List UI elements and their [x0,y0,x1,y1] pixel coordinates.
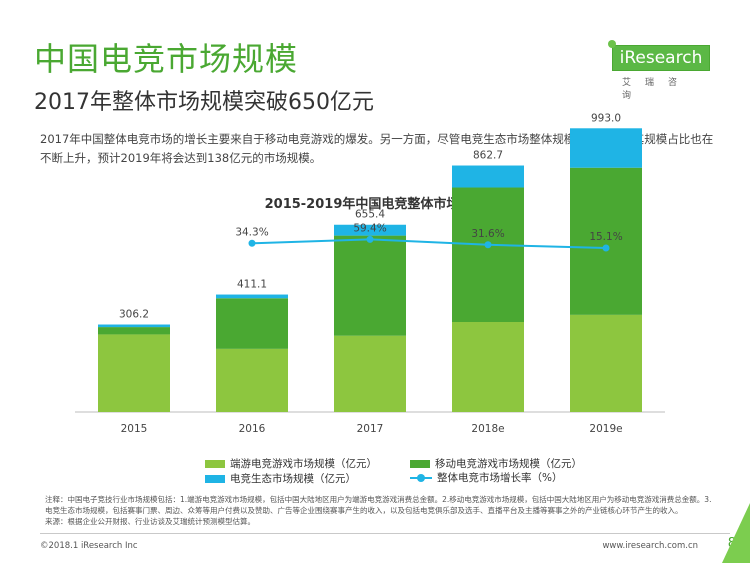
bar-segment-2015-s1 [98,327,170,335]
bar-segment-2019e-s1 [570,167,642,315]
chart-title: 2015-2019年中国电竞整体市场规模 [264,197,486,212]
legend-item-pc: 端游电竞游戏市场规模（亿元） [205,456,377,471]
bar-total-label-2019e: 993.0 [591,112,621,124]
footer-website[interactable]: www.iresearch.com.cn [602,541,698,551]
x-tick-label-2016: 2016 [239,423,266,435]
growth-point-2019e [602,244,610,252]
bar-segment-2017-s0 [334,335,406,412]
bar-segment-2015-s2 [98,324,170,328]
legend-item-eco: 电竞生态市场规模（亿元） [205,471,356,486]
bar-segment-2019e-s0 [570,314,642,412]
page-title: 中国电竞市场规模 [34,40,299,78]
logo-dot-icon [608,40,616,48]
growth-label-2016: 34.3% [235,226,268,238]
bar-total-label-2016: 411.1 [237,279,267,291]
bar-segment-2017-s2 [334,224,406,236]
logo-name: iResearch [619,48,703,68]
source-text: 来源：根据企业公开财报、行业访谈及艾瑞统计预测模型估算。 [45,517,255,526]
legend-label-mobile: 移动电竞游戏市场规模（亿元） [435,458,582,470]
bar-total-label-2015: 306.2 [119,309,149,321]
legend-label-pc: 端游电竞游戏市场规模（亿元） [230,458,377,470]
legend-label-growth: 整体电竞市场增长率（%） [437,472,563,484]
growth-label-2017: 59.4% [353,222,386,234]
legend-swatch-growth [410,473,432,483]
note-text: 注释：中国电子竞技行业市场规模包括：1.端游电竞游戏市场规模，包括中国大陆地区用… [45,495,712,515]
logo-badge: iResearch [608,40,710,71]
x-tick-label-2018e: 2018e [471,423,504,435]
x-tick-label-2017: 2017 [357,423,384,435]
legend-swatch-pc [205,459,225,468]
footer-copyright: ©2018.1 iResearch Inc [40,541,138,551]
legend-item-growth: 整体电竞市场增长率（%） [410,470,562,485]
bar-segment-2017-s1 [334,235,406,336]
growth-point-2016 [248,239,256,247]
logo-subtitle: 艾瑞咨询 [622,78,692,101]
bar-total-label-2017: 655.4 [355,209,385,221]
legend-swatch-eco [205,474,225,483]
page-description: 2017年中国整体电竞市场的增长主要来自于移动电竞游戏的爆发。另一方面，尽管电竞… [40,132,714,165]
bar-segment-2016-s1 [216,298,288,349]
bar-segment-2016-s0 [216,348,288,412]
growth-line [251,238,607,249]
bar-segment-2015-s0 [98,334,170,412]
bar-segment-2018e-s0 [452,322,524,412]
page-subtitle: 2017年整体市场规模突破650亿元 [34,90,374,115]
bar-segment-2018e-s2 [452,165,524,188]
x-tick-label-2015: 2015 [121,423,148,435]
growth-label-2018e: 31.6% [471,228,504,240]
legend-item-mobile: 移动电竞游戏市场规模（亿元） [410,456,582,471]
growth-point-2017 [366,235,374,243]
bar-segment-2019e-s2 [570,128,642,168]
growth-label-2019e: 15.1% [589,231,622,243]
iresearch-logo: iResearch 艾瑞咨询 [608,40,712,101]
bar-segment-2016-s2 [216,294,288,299]
legend-swatch-mobile [410,459,430,468]
bar-segment-2018e-s1 [452,187,524,322]
chart-notes: 注释：中国电子竞技行业市场规模包括：1.端游电竞游戏市场规模，包括中国大陆地区用… [45,494,715,527]
bar-total-label-2018e: 862.7 [473,150,503,162]
growth-point-2018e [484,241,492,249]
footer-divider [40,533,730,534]
legend-label-eco: 电竞生态市场规模（亿元） [230,473,356,485]
x-tick-label-2019e: 2019e [589,423,622,435]
corner-decoration [722,503,750,563]
